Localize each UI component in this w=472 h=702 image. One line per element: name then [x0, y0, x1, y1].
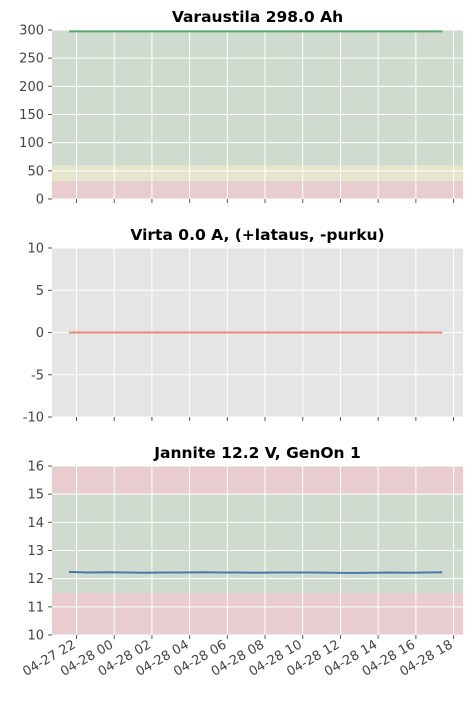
y-tick-label: 13: [27, 544, 44, 559]
y-tick-label: 14: [27, 516, 44, 531]
y-tick-label: 11: [27, 600, 44, 615]
threshold-band-2: [52, 30, 463, 166]
y-tick-label: 10: [27, 629, 44, 644]
chart-title: Varaustila 298.0 Ah: [172, 8, 343, 26]
y-tick-label: 0: [36, 326, 44, 341]
y-tick-label: 5: [36, 284, 44, 299]
y-tick-label: -10: [23, 411, 44, 426]
chart-title: Virta 0.0 A, (+lataus, -purku): [130, 226, 384, 244]
y-tick-label: 150: [19, 108, 44, 123]
y-tick-label: 10: [27, 242, 44, 257]
y-tick-label: 0: [36, 193, 44, 208]
threshold-band-0: [52, 180, 463, 199]
y-tick-label: -5: [31, 368, 44, 383]
threshold-band-0: [52, 592, 463, 635]
series-line-0: [68, 570, 443, 575]
y-tick-label: 250: [19, 52, 44, 67]
chart-panel-3: 10 11 12 13 14 15 16 Jannite 12.2 V, GenOn 1: [27, 444, 463, 644]
y-tick-label: 12: [27, 572, 44, 587]
y-tick-label: 50: [27, 164, 44, 179]
y-tick-label: 300: [19, 24, 44, 39]
threshold-band-1: [52, 165, 463, 181]
chart-panel-2: -10 -5 0 5 10 Virta 0.0 A, (+lataus, -purku): [23, 226, 463, 426]
threshold-band-1: [52, 494, 463, 593]
threshold-band-2: [52, 466, 463, 495]
y-tick-label: 200: [19, 80, 44, 95]
y-tick-label: 15: [27, 488, 44, 503]
y-tick-label: 100: [19, 136, 44, 151]
y-tick-label: 16: [27, 460, 44, 475]
chart-panel-1: 0 50 100 150 200 250 300 Varaustila 298.0 Ah: [19, 8, 463, 208]
chart-title: Jannite 12.2 V, GenOn 1: [153, 444, 361, 462]
